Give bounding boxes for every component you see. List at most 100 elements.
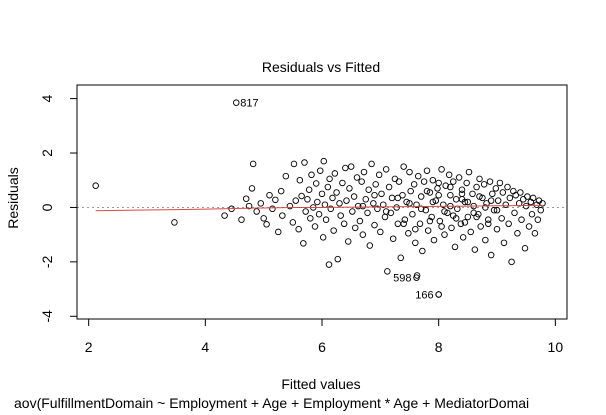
data-point — [395, 178, 403, 185]
data-point — [473, 183, 480, 191]
data-point — [326, 175, 333, 183]
data-point — [445, 171, 453, 179]
data-point — [537, 206, 545, 214]
data-point — [444, 209, 451, 217]
point-id-label: 817 — [240, 98, 258, 110]
x-tick-label: 10 — [548, 339, 564, 355]
data-point — [400, 220, 407, 228]
data-point — [504, 183, 511, 191]
data-point — [512, 191, 519, 199]
data-point — [459, 234, 467, 241]
data-point — [493, 225, 501, 233]
data-point — [531, 230, 539, 237]
data-point — [245, 202, 253, 210]
data-point — [387, 209, 395, 217]
data-point — [452, 196, 460, 203]
data-point — [410, 181, 418, 188]
data-point — [290, 160, 298, 168]
data-point — [434, 185, 441, 192]
data-point — [441, 208, 448, 215]
data-point — [292, 197, 300, 204]
data-point — [403, 198, 410, 206]
data-point — [353, 174, 361, 181]
data-point — [334, 255, 342, 263]
data-point — [370, 200, 377, 207]
data-point — [423, 187, 431, 195]
data-point — [525, 223, 533, 230]
data-point — [296, 176, 304, 184]
data-point — [438, 166, 445, 173]
data-point — [171, 219, 178, 226]
y-tick-label: 2 — [39, 149, 55, 157]
point-id-label: 166 — [415, 290, 433, 302]
data-point — [450, 212, 457, 219]
data-point — [389, 235, 397, 242]
data-point — [307, 215, 314, 222]
data-point — [312, 180, 320, 187]
data-point — [374, 205, 381, 213]
data-point — [365, 186, 372, 194]
data-point — [473, 213, 480, 221]
data-point — [322, 216, 330, 223]
data-point — [417, 205, 425, 213]
data-point — [266, 191, 273, 199]
data-point — [476, 193, 483, 200]
data-point — [492, 185, 500, 192]
data-point — [428, 213, 435, 221]
data-point — [450, 178, 457, 185]
data-point — [345, 238, 352, 245]
data-point — [314, 198, 321, 206]
data-point — [298, 192, 305, 200]
data-point — [358, 178, 365, 185]
y-tick-label: 4 — [39, 95, 55, 103]
data-point — [300, 240, 307, 247]
data-point — [336, 200, 343, 207]
data-point — [372, 181, 379, 188]
smooth-line — [95, 204, 543, 212]
data-point — [423, 167, 431, 174]
data-point — [498, 215, 505, 222]
data-point — [482, 236, 489, 244]
data-point — [394, 220, 402, 228]
data-point — [457, 220, 465, 228]
data-point — [479, 194, 486, 202]
data-point — [417, 193, 425, 200]
data-point — [500, 239, 508, 247]
data-point — [282, 172, 290, 180]
data-point — [331, 170, 339, 177]
data-point — [295, 225, 302, 233]
data-point — [339, 179, 346, 187]
model-formula-subtitle: aov(FulfillmentDomain ~ Employment + Age… — [14, 395, 529, 411]
data-point — [458, 186, 466, 194]
data-point — [377, 228, 384, 236]
outlier-point — [232, 99, 240, 106]
data-point — [406, 168, 413, 176]
y-axis: -4 -2 0 2 4 — [39, 95, 78, 323]
data-point — [346, 185, 353, 192]
data-point — [476, 175, 483, 183]
data-point — [511, 209, 518, 217]
data-point — [364, 209, 371, 217]
data-point — [413, 201, 420, 208]
data-point — [340, 220, 348, 228]
data-point — [412, 239, 419, 247]
data-point — [257, 200, 265, 207]
x-tick-label: 8 — [435, 339, 443, 355]
data-point — [436, 217, 444, 225]
data-point — [515, 200, 523, 207]
data-point — [366, 242, 374, 249]
data-point — [448, 224, 455, 232]
data-point — [490, 206, 498, 214]
data-point — [382, 208, 390, 215]
data-point — [471, 246, 479, 253]
data-point — [371, 221, 378, 229]
data-point — [480, 181, 488, 188]
x-axis: 2 4 6 8 10 — [85, 318, 564, 355]
data-point — [496, 179, 504, 187]
data-point — [522, 202, 530, 210]
data-point — [321, 201, 329, 208]
data-point — [356, 217, 364, 225]
y-tick-label: 0 — [39, 203, 55, 211]
y-axis-label: Residuals — [5, 167, 21, 228]
data-point — [435, 179, 442, 187]
